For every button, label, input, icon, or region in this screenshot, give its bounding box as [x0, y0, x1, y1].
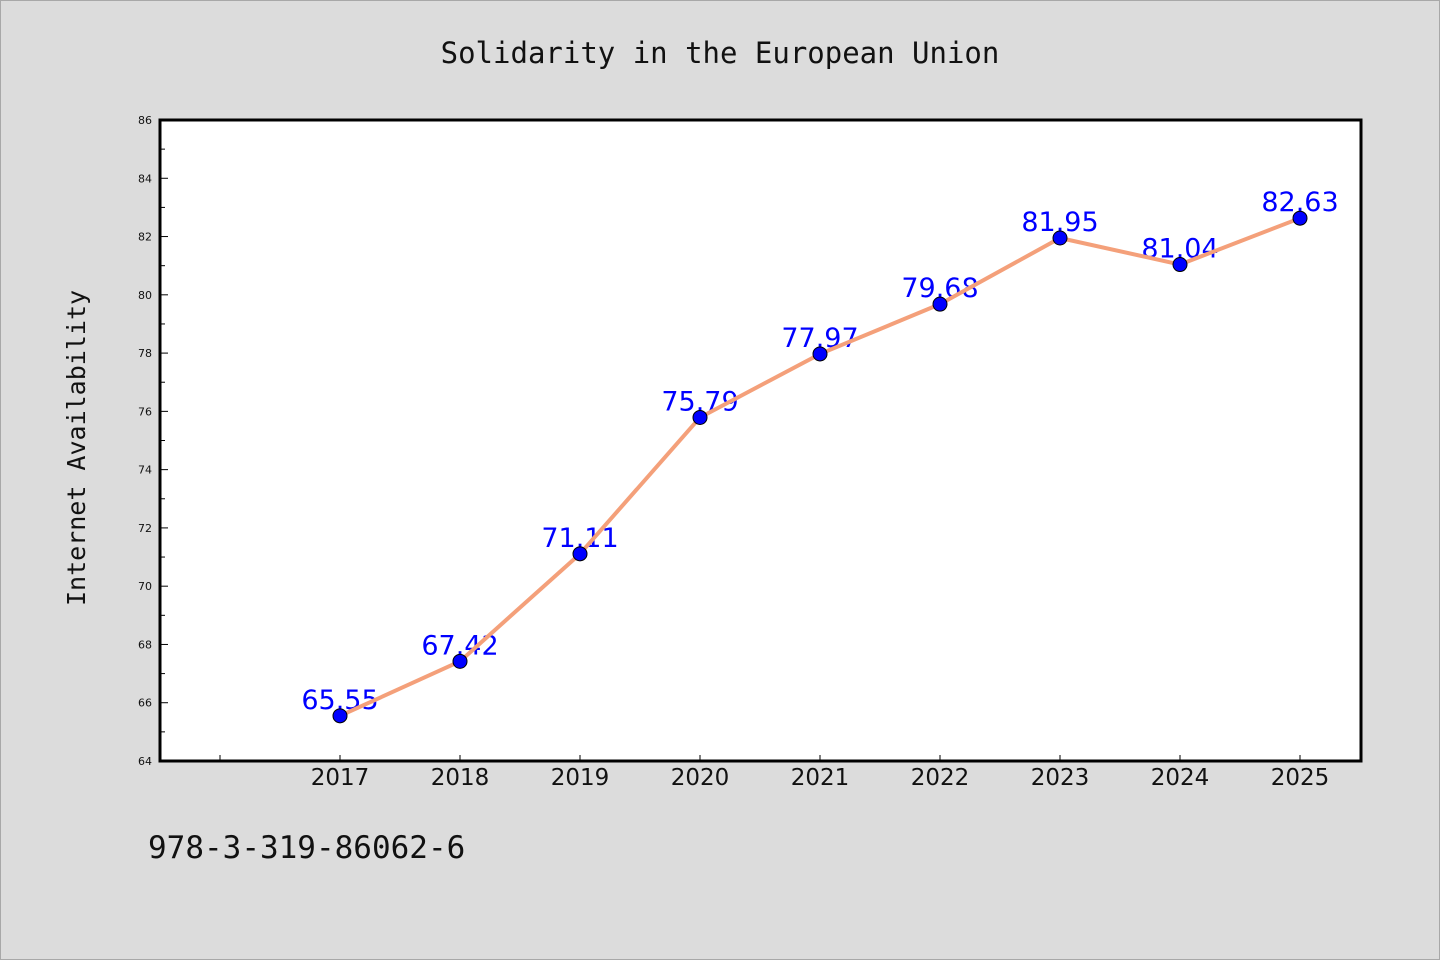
x-tick-label: 2021	[791, 765, 850, 791]
y-tick-label: 84	[138, 172, 152, 185]
x-tick-label: 2020	[671, 765, 730, 791]
y-tick-label: 82	[138, 231, 152, 244]
y-tick-label: 74	[138, 464, 152, 477]
data-point	[1052, 230, 1068, 246]
data-point	[332, 708, 348, 724]
y-tick-label: 66	[138, 697, 152, 710]
x-axis: 2017 2018 2019 2020 2021 2022 2023 2024 2025	[219, 755, 1330, 791]
data-point	[1292, 210, 1308, 226]
y-tick-label: 86	[138, 114, 152, 127]
y-tick-label: 72	[138, 522, 152, 535]
y-tick-label: 68	[138, 638, 152, 651]
x-tick-label: 2018	[431, 765, 490, 791]
y-tick-label: 80	[138, 289, 152, 302]
x-tick-label: 2023	[1031, 765, 1090, 791]
y-tick-label: 76	[138, 405, 152, 418]
y-tick-label: 64	[138, 755, 152, 768]
data-point	[692, 409, 708, 425]
x-tick-label: 2024	[1151, 765, 1210, 791]
x-tick-label: 2019	[551, 765, 610, 791]
plot-area	[158, 118, 1363, 763]
data-point	[572, 546, 588, 562]
chart-title: Solidarity in the European Union	[441, 36, 1000, 70]
y-tick-label: 78	[138, 347, 152, 360]
data-point	[812, 346, 828, 362]
y-axis: 64 66 68 70 72 74 76 78 80 82 84 86	[138, 114, 168, 768]
x-tick-label: 2022	[911, 765, 970, 791]
x-tick-label: 2017	[311, 765, 370, 791]
x-tick-label: 2025	[1271, 765, 1330, 791]
data-point	[932, 296, 948, 312]
series	[332, 210, 1308, 724]
y-tick-label: 70	[138, 580, 152, 593]
footer-code: 978-3-319-86062-6	[148, 830, 466, 866]
data-point	[452, 653, 468, 669]
y-axis-label: Internet Availability	[62, 290, 91, 606]
data-point	[1172, 257, 1188, 273]
